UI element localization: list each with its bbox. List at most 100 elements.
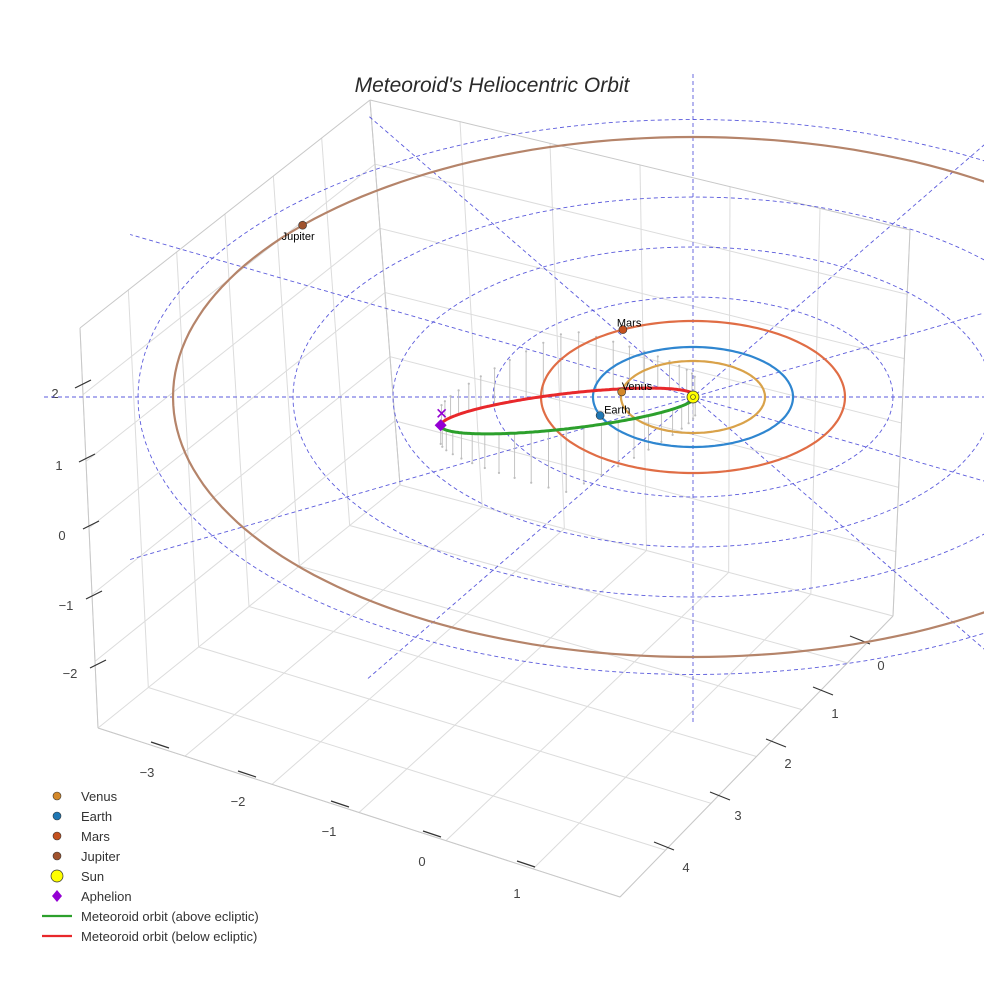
planet-marker-earth bbox=[595, 411, 605, 420]
drop-point bbox=[692, 417, 695, 420]
drop-point bbox=[460, 457, 463, 460]
box-edge bbox=[619, 615, 894, 898]
legend-item-aphelion[interactable]: Aphelion bbox=[40, 886, 259, 906]
drop-point bbox=[647, 448, 650, 451]
box-edge bbox=[79, 327, 99, 729]
drop-point bbox=[547, 486, 550, 489]
planet-label-jupiter: Jupiter bbox=[282, 231, 315, 243]
planet-label-mars: Mars bbox=[617, 318, 642, 330]
legend: Venus Earth Mars Jupiter Sun Aphelion Me… bbox=[40, 786, 259, 946]
sun-marker-icon bbox=[50, 869, 64, 883]
drop-point bbox=[680, 427, 683, 430]
chart-title: Meteoroid's Heliocentric Orbit bbox=[354, 74, 630, 97]
meteoroid-orbit bbox=[439, 386, 697, 436]
sun-marker bbox=[686, 390, 700, 404]
drop-point bbox=[439, 442, 442, 445]
drop-point bbox=[530, 481, 533, 484]
legend-item-above-ecliptic[interactable]: Meteoroid orbit (above ecliptic) bbox=[40, 906, 259, 926]
x-tick-mark bbox=[150, 741, 170, 749]
legend-item-venus[interactable]: Venus bbox=[40, 786, 259, 806]
drop-point bbox=[483, 466, 486, 470]
tick-labels: −3 −2 −1 0 1 0 1 2 3 4 2 1 0 −1 −2 bbox=[51, 379, 885, 901]
y-tick-label: 3 bbox=[734, 808, 741, 823]
legend-label: Meteoroid orbit (below ecliptic) bbox=[81, 928, 258, 944]
x-tick-label: 1 bbox=[513, 886, 520, 901]
drop-point bbox=[440, 404, 443, 407]
y-tick-mark bbox=[812, 686, 834, 696]
floor-gridline bbox=[299, 565, 803, 711]
z-tick-mark bbox=[85, 590, 103, 600]
drop-point bbox=[656, 355, 659, 358]
z-tick-mark bbox=[89, 659, 107, 669]
jupiter-marker-icon bbox=[52, 851, 62, 861]
drop-point bbox=[497, 471, 501, 474]
wall-gridline bbox=[82, 163, 908, 396]
box-edge bbox=[369, 99, 911, 231]
z-tick-label: −1 bbox=[59, 598, 74, 613]
legend-label: Earth bbox=[81, 808, 113, 824]
drop-point bbox=[508, 358, 511, 362]
legend-label: Aphelion bbox=[81, 888, 132, 904]
x-tick-label: −1 bbox=[322, 824, 337, 839]
drop-point bbox=[628, 345, 631, 348]
orbit-earth bbox=[591, 345, 795, 449]
drop-point bbox=[582, 482, 586, 485]
planet-marker-venus bbox=[617, 387, 627, 397]
legend-item-jupiter[interactable]: Jupiter bbox=[40, 846, 259, 866]
legend-item-mars[interactable]: Mars bbox=[40, 826, 259, 846]
z-tick-mark bbox=[82, 520, 100, 530]
drop-point bbox=[690, 372, 694, 375]
z-tick-mark bbox=[78, 453, 96, 463]
drop-point bbox=[632, 456, 636, 459]
z-tick-mark bbox=[74, 379, 92, 389]
drop-point bbox=[693, 375, 696, 378]
planet-label-earth: Earth bbox=[604, 405, 630, 417]
y-tick-label: 2 bbox=[784, 756, 791, 771]
x-tick-mark bbox=[516, 860, 536, 868]
drop-point bbox=[687, 422, 690, 425]
floor-gridline bbox=[349, 525, 848, 664]
y-tick-label: 0 bbox=[877, 658, 884, 673]
orbit-jupiter bbox=[171, 135, 984, 659]
aphelion-cross-marker bbox=[437, 408, 447, 418]
earth-marker-icon bbox=[52, 811, 62, 821]
drop-point bbox=[694, 414, 697, 417]
floor-gridline bbox=[248, 606, 757, 757]
drop-point bbox=[559, 333, 563, 336]
drop-point bbox=[493, 367, 496, 370]
ecliptic-spoke bbox=[129, 234, 984, 482]
legend-label: Venus bbox=[81, 788, 118, 804]
legend-label: Meteoroid orbit (above ecliptic) bbox=[81, 908, 259, 924]
drop-point bbox=[457, 389, 460, 392]
planet-marker-jupiter bbox=[298, 220, 307, 230]
drop-point bbox=[600, 473, 603, 476]
meteoroid-below-line bbox=[439, 386, 697, 427]
z-tick-label: 2 bbox=[51, 386, 58, 401]
x-tick-label: 0 bbox=[418, 854, 425, 869]
red-line-icon bbox=[42, 934, 72, 938]
y-tick-mark bbox=[709, 791, 731, 801]
ecliptic-grid bbox=[43, 72, 984, 722]
floor-gridline bbox=[445, 571, 730, 842]
x-tick-label: −2 bbox=[231, 794, 246, 809]
x-tick-mark bbox=[422, 830, 442, 838]
legend-item-below-ecliptic[interactable]: Meteoroid orbit (below ecliptic) bbox=[40, 926, 259, 946]
drop-point bbox=[451, 453, 454, 456]
drop-point bbox=[471, 462, 474, 465]
drop-point bbox=[443, 400, 446, 403]
green-line-icon bbox=[42, 914, 72, 918]
drop-point bbox=[612, 340, 615, 343]
z-tick-label: 1 bbox=[55, 458, 62, 473]
legend-item-earth[interactable]: Earth bbox=[40, 806, 259, 826]
axis-lines bbox=[79, 99, 911, 898]
orbit-venus bbox=[619, 359, 767, 435]
back-wall-grid bbox=[79, 99, 911, 729]
drop-point bbox=[513, 476, 516, 479]
z-tick-label: −2 bbox=[63, 666, 78, 681]
aphelion-marker bbox=[434, 419, 447, 432]
planet-marker-mars bbox=[618, 325, 628, 334]
legend-item-sun[interactable]: Sun bbox=[40, 866, 259, 886]
drop-point bbox=[577, 331, 580, 334]
mars-marker-icon bbox=[52, 831, 62, 841]
markers: Venus Earth Mars Jupiter bbox=[282, 220, 700, 432]
